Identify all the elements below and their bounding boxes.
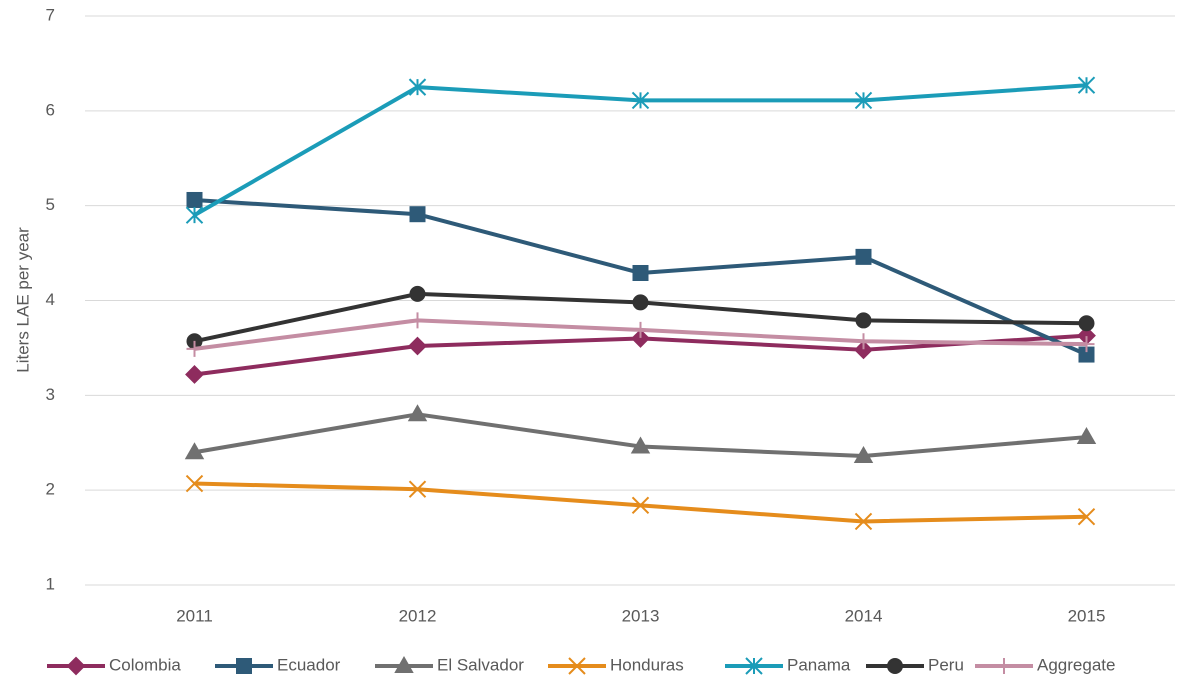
y-tick-label: 7 [46, 5, 55, 24]
marker [632, 264, 649, 281]
marker [66, 656, 86, 676]
marker [184, 442, 205, 460]
marker [855, 248, 872, 265]
y-tick-label: 3 [46, 385, 55, 404]
marker [854, 512, 873, 531]
marker [186, 191, 203, 208]
marker [855, 312, 872, 329]
marker [631, 496, 650, 515]
marker [855, 333, 872, 350]
legend-label: Colombia [109, 655, 181, 674]
y-tick-label: 6 [46, 100, 55, 119]
y-tick-label: 4 [46, 290, 55, 309]
marker [1077, 508, 1096, 526]
marker [1077, 76, 1096, 94]
marker [186, 340, 203, 357]
series-line [194, 481, 1087, 524]
marker [1076, 427, 1097, 445]
legend-label: Panama [787, 655, 851, 674]
x-tick-label: 2015 [1068, 606, 1106, 625]
y-tick-label: 2 [46, 480, 55, 499]
marker [1078, 336, 1095, 353]
marker [409, 312, 426, 329]
marker [630, 436, 651, 454]
marker [409, 206, 426, 223]
marker [887, 658, 903, 674]
marker [409, 285, 426, 302]
marker [631, 329, 650, 348]
marker [407, 404, 428, 422]
x-tick-label: 2013 [622, 606, 660, 625]
y-tick-label: 1 [46, 574, 55, 593]
legend-label: El Salvador [437, 655, 524, 674]
marker [854, 340, 873, 360]
marker [745, 657, 763, 675]
marker [185, 365, 204, 384]
marker [632, 294, 649, 311]
marker [1078, 315, 1095, 332]
y-axis-label: Liters LAE per year [13, 227, 32, 373]
marker [632, 321, 649, 338]
marker [854, 91, 873, 110]
marker [408, 336, 427, 356]
y-tick-label: 5 [46, 195, 55, 214]
marker [853, 446, 874, 464]
marker [996, 658, 1012, 674]
legend-label: Aggregate [1037, 655, 1115, 674]
x-tick-label: 2011 [176, 606, 213, 625]
marker [185, 474, 204, 493]
x-tick-label: 2012 [399, 606, 437, 625]
marker [568, 657, 586, 675]
marker [631, 91, 650, 110]
marker [185, 206, 204, 224]
x-tick-label: 2014 [845, 606, 883, 625]
legend-label: Honduras [610, 655, 684, 674]
marker [394, 655, 414, 673]
legend-label: Ecuador [277, 655, 341, 674]
marker [408, 480, 427, 498]
legend-label: Peru [928, 655, 964, 674]
marker [408, 78, 427, 96]
marker [236, 658, 252, 674]
